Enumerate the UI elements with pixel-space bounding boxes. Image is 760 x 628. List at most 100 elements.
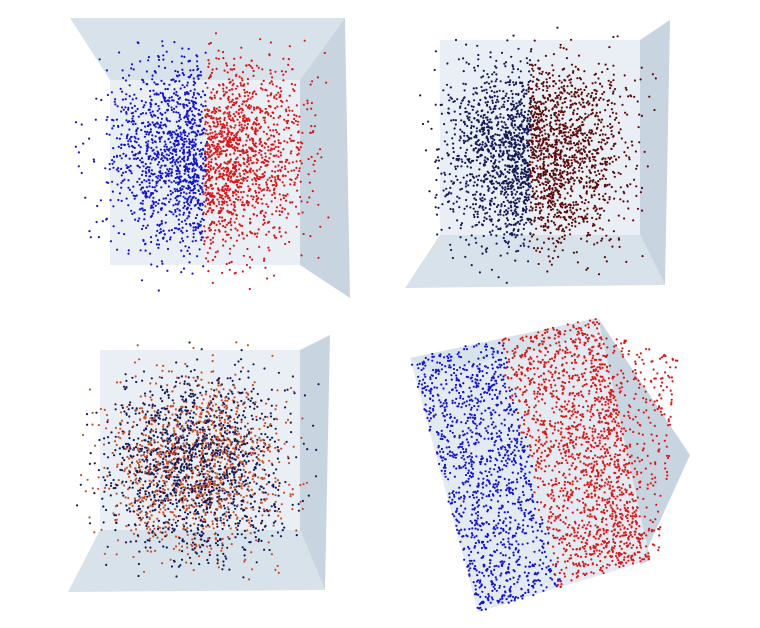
- point: [582, 123, 585, 126]
- point: [215, 91, 218, 94]
- point: [178, 96, 182, 99]
- point: [157, 65, 160, 68]
- point: [581, 201, 584, 204]
- point: [196, 148, 199, 151]
- point: [550, 263, 553, 266]
- point: [244, 104, 248, 107]
- point: [474, 237, 477, 240]
- point: [254, 189, 257, 193]
- point: [161, 152, 164, 155]
- point: [221, 125, 224, 128]
- point: [179, 135, 182, 138]
- point: [504, 65, 507, 68]
- point: [445, 83, 449, 86]
- point: [511, 96, 514, 99]
- point: [554, 91, 557, 95]
- point: [204, 159, 207, 162]
- point: [174, 210, 177, 213]
- point: [237, 190, 240, 193]
- point: [151, 78, 154, 81]
- point: [290, 169, 293, 172]
- point: [585, 165, 588, 168]
- point: [474, 203, 477, 206]
- point: [203, 243, 206, 246]
- point: [238, 172, 241, 175]
- point: [201, 203, 204, 206]
- point: [519, 216, 522, 219]
- point: [123, 233, 126, 236]
- point: [310, 101, 313, 105]
- point: [135, 97, 138, 100]
- point: [552, 191, 555, 194]
- point: [192, 83, 195, 87]
- point: [506, 133, 509, 136]
- point: [517, 229, 520, 233]
- point: [194, 239, 197, 242]
- point: [288, 162, 291, 165]
- point: [157, 202, 160, 205]
- point: [179, 178, 182, 181]
- point: [284, 194, 287, 197]
- point: [594, 96, 598, 99]
- point: [561, 235, 564, 239]
- point: [482, 208, 485, 211]
- point: [190, 118, 193, 121]
- point: [213, 202, 216, 205]
- point: [565, 159, 569, 162]
- point: [197, 77, 200, 80]
- point: [147, 190, 150, 193]
- point: [193, 141, 196, 144]
- point: [512, 146, 516, 149]
- point: [481, 252, 484, 255]
- point: [519, 103, 522, 106]
- point: [277, 139, 280, 142]
- point: [570, 63, 574, 66]
- point: [199, 202, 202, 205]
- point: [233, 171, 236, 174]
- point: [488, 106, 491, 109]
- point: [182, 206, 185, 209]
- point: [118, 51, 121, 54]
- point: [124, 106, 127, 109]
- point: [510, 118, 513, 121]
- point: [467, 112, 470, 115]
- point: [510, 223, 513, 226]
- point: [174, 227, 177, 230]
- point: [109, 199, 112, 202]
- point: [522, 89, 525, 92]
- point: [158, 107, 161, 110]
- point: [194, 228, 197, 231]
- point: [183, 116, 186, 119]
- point: [255, 161, 258, 164]
- point: [254, 128, 257, 131]
- point: [191, 144, 194, 147]
- point: [231, 163, 235, 166]
- point: [226, 162, 229, 165]
- point: [527, 174, 530, 177]
- point: [499, 116, 502, 119]
- point: [202, 211, 205, 214]
- point: [176, 70, 179, 73]
- point: [511, 181, 514, 184]
- point: [194, 157, 197, 160]
- point: [576, 176, 579, 179]
- point: [557, 241, 560, 244]
- point: [199, 120, 202, 123]
- point: [214, 109, 217, 112]
- point: [212, 88, 215, 91]
- point: [223, 184, 226, 187]
- point: [559, 157, 562, 160]
- point: [188, 148, 191, 152]
- point: [170, 146, 173, 149]
- point: [623, 217, 626, 220]
- point: [488, 208, 491, 211]
- point: [311, 190, 314, 193]
- point: [235, 213, 238, 216]
- point: [252, 123, 255, 126]
- point: [515, 135, 519, 138]
- point: [574, 220, 577, 224]
- point: [112, 124, 115, 127]
- point: [184, 93, 187, 96]
- point: [567, 167, 570, 170]
- point: [242, 144, 245, 147]
